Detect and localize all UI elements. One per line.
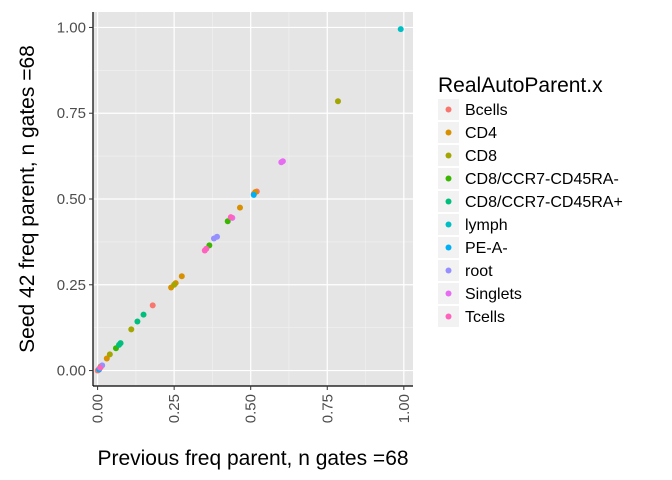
y-axis-ticks: 0.00 0.25 0.50 0.75 1.00: [57, 19, 93, 380]
grid-lines: [92, 12, 413, 387]
data-point: [128, 326, 135, 333]
data-points: [94, 26, 404, 374]
data-point: [178, 273, 185, 280]
data-point: [171, 281, 178, 288]
legend-label: CD4: [465, 125, 497, 142]
data-point: [279, 158, 286, 165]
legend-key-point: [445, 198, 452, 205]
x-tick-label: 0.50: [243, 394, 260, 423]
x-tick-label: 0.25: [166, 394, 183, 423]
data-point: [203, 245, 210, 252]
data-point: [334, 98, 341, 105]
data-point: [149, 302, 156, 309]
legend-key-point: [445, 175, 452, 182]
y-tick-label: 0.50: [57, 191, 86, 208]
y-tick-label: 0.25: [57, 277, 86, 294]
legend-key-point: [445, 152, 452, 159]
legend-label: CD8/CCR7-CD45RA+: [465, 194, 623, 211]
x-tick-label: 0.75: [319, 394, 336, 423]
legend-key-point: [445, 221, 452, 228]
legend-label: Singlets: [465, 286, 522, 303]
legend-label: Bcells: [465, 102, 508, 119]
legend-key-point: [445, 313, 452, 320]
x-axis-title: Previous freq parent, n gates =68: [97, 447, 408, 470]
data-point: [106, 351, 113, 358]
legend-key-point: [445, 290, 452, 297]
data-point: [134, 318, 141, 325]
data-point: [140, 311, 147, 318]
y-tick-label: 1.00: [57, 19, 86, 36]
legend-key-point: [445, 267, 452, 274]
legend-key-point: [445, 129, 452, 136]
legend-label: root: [465, 263, 493, 280]
legend-key-point: [445, 244, 452, 251]
legend-label: CD8: [465, 148, 497, 165]
x-tick-label: 0.00: [90, 394, 107, 423]
data-point: [214, 233, 221, 240]
legend-title: RealAutoParent.x: [438, 74, 603, 97]
x-axis-ticks: 0.00 0.25 0.50 0.75 1.00: [90, 386, 413, 423]
legend-label: Tcells: [465, 309, 505, 326]
legend-label: CD8/CCR7-CD45RA-: [465, 171, 619, 188]
y-axis-title: Seed 42 freq parent, n gates =68: [16, 45, 39, 353]
legend-key-point: [445, 106, 452, 113]
data-point: [224, 218, 231, 225]
x-tick-label: 1.00: [396, 394, 413, 423]
legend: RealAutoParent.x Bcells CD4 CD8 CD8/CCR7-CD…: [438, 74, 623, 327]
y-tick-label: 0.00: [57, 363, 86, 380]
data-point: [117, 340, 124, 347]
data-point: [250, 191, 257, 198]
data-point: [397, 26, 404, 33]
data-point: [236, 204, 243, 211]
legend-label: PE-A-: [465, 240, 508, 257]
data-point: [227, 214, 234, 221]
y-tick-label: 0.75: [57, 105, 86, 122]
legend-label: lymph: [465, 217, 508, 234]
data-point: [103, 355, 110, 362]
data-point: [97, 364, 104, 371]
